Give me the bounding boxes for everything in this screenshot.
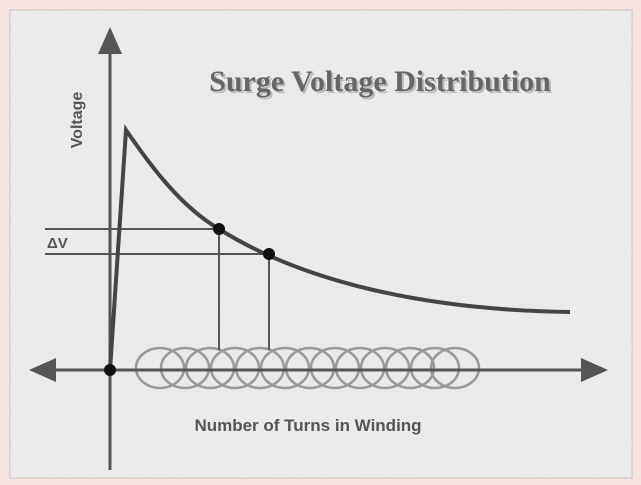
diagram: Surge Voltage Distribution Surge Voltage…	[0, 0, 641, 485]
title: Surge Voltage Distribution	[209, 65, 551, 98]
origin-dot	[104, 364, 116, 376]
point	[263, 248, 275, 260]
y-axis-label: Voltage	[69, 92, 86, 149]
x-axis-label: Number of Turns in Winding	[194, 416, 421, 435]
delta-label: ΔV	[47, 235, 68, 252]
point	[213, 223, 225, 235]
page: Surge Voltage Distribution Surge Voltage…	[0, 0, 641, 485]
